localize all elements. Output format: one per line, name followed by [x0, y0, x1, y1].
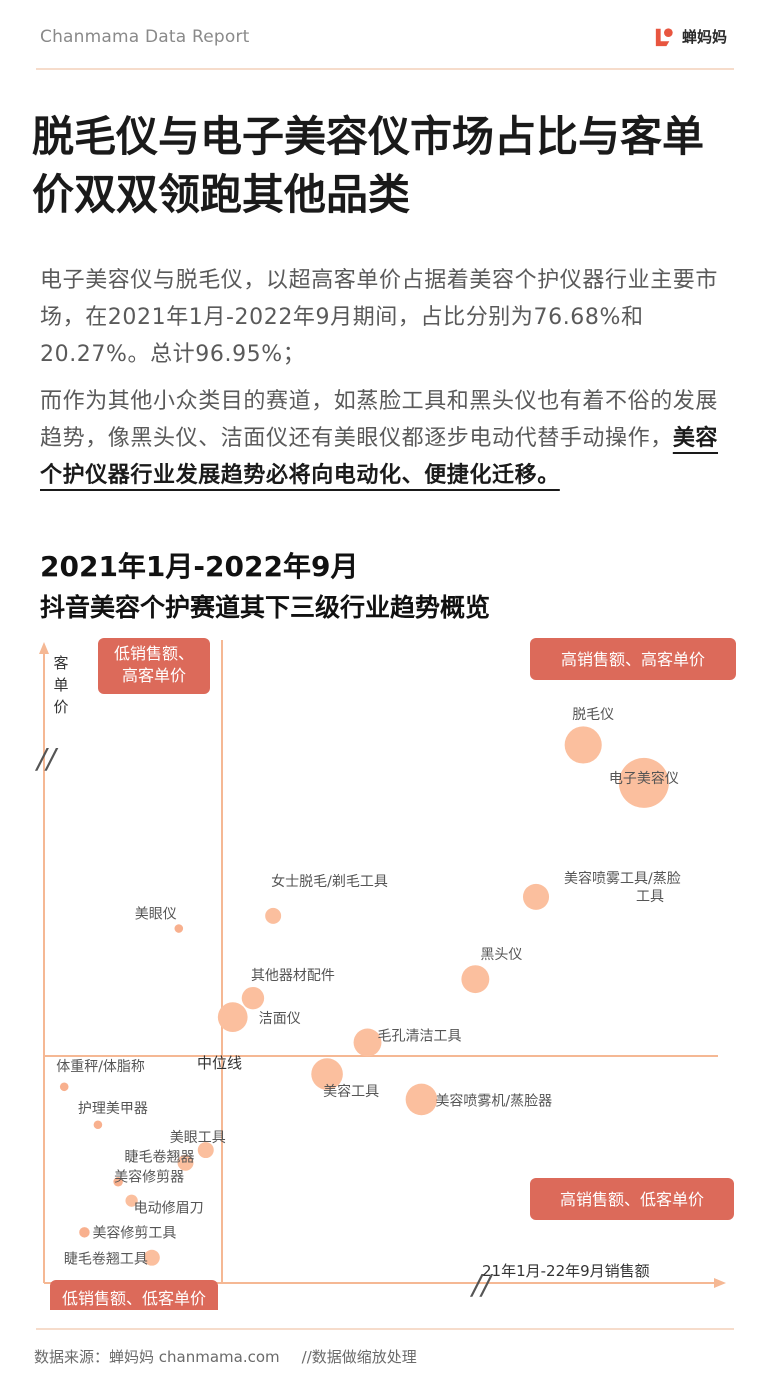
bubble-label-1: 脱毛仪: [572, 707, 614, 723]
bubble-9: [353, 1028, 382, 1057]
paragraph-2-lead: 而作为其他小众类目的赛道，如蒸脸工具和黑头仪也有着不俗的发展趋势，像黑头仪、洁面…: [40, 389, 719, 451]
footer-note: //数据做缩放处理: [301, 1348, 417, 1366]
body-text: 电子美容仪与脱毛仪，以超高客单价占据着美容个护仪器行业主要市场，在2021年1月…: [40, 262, 730, 504]
paragraph-2: 而作为其他小众类目的赛道，如蒸脸工具和黑头仪也有着不俗的发展趋势，像黑头仪、洁面…: [40, 383, 730, 494]
bubble-7: [241, 986, 265, 1010]
quadrant-label-bottom-left-box: [50, 1280, 218, 1310]
x-axis-label: 21年1月-22年9月销售额: [482, 1262, 650, 1280]
quadrant-label-bottom-right-box: [530, 1178, 734, 1220]
bubble-label-11: 美容喷雾机/蒸脸器: [435, 1092, 552, 1109]
page-title: 脱毛仪与电子美容仪市场占比与客单价双双领跑其他品类: [32, 112, 705, 219]
bubble-label-15: 睫毛卷翘器: [125, 1150, 195, 1166]
x-axis-break-mark: //: [469, 1268, 493, 1301]
bubble-3: [522, 883, 550, 910]
report-brand: Chanmama Data Report: [40, 27, 250, 47]
bubble-10: [311, 1058, 343, 1090]
x-axis-arrow: [714, 1278, 726, 1288]
paragraph-1: 电子美容仪与脱毛仪，以超高客单价占据着美容个护仪器行业主要市场，在2021年1月…: [40, 268, 719, 367]
bubble-11: [405, 1083, 438, 1116]
bubble-5: [174, 924, 184, 933]
bubble-label-16: 美容修剪器: [114, 1169, 184, 1186]
quadrant-label-top-right-box: [530, 638, 736, 680]
bubble-label-3: 美容喷雾工具/蒸脸工具: [564, 870, 681, 905]
bubble-label-14: 美眼工具: [170, 1130, 226, 1146]
bubble-17: [125, 1194, 138, 1207]
bubble-label-4: 女士脱毛/剃毛工具: [271, 873, 388, 890]
y-axis-break-mark: //: [34, 742, 58, 775]
bubble-label-8: 洁面仪: [259, 1011, 301, 1027]
quadrant-label-bottom-right: 高销售额、低客单价: [560, 1190, 704, 1209]
chanmama-logo: 蝉妈妈: [652, 24, 727, 49]
bubble-14: [197, 1142, 214, 1159]
bubble-6: [461, 965, 490, 994]
bubble-label-19: 睫毛卷翘工具: [64, 1252, 148, 1268]
quadrant-bubble-chart: 客单价21年1月-22年9月销售额////中位线低销售额、高客单价高销售额、高客…: [34, 638, 736, 1310]
bubble-label-6: 黑头仪: [480, 947, 522, 963]
quadrant-label-top-left: 低销售额、高客单价: [114, 644, 194, 685]
bubble-8: [217, 1002, 248, 1033]
paragraph-2-emphasis: 美容个护仪器行业发展趋势必将向电动化、便捷化迁移。: [40, 426, 719, 488]
y-axis-arrow: [39, 642, 49, 654]
bubble-label-18: 美容修剪工具: [92, 1224, 176, 1241]
bubble-label-10: 美容工具: [323, 1083, 379, 1100]
bubble-18: [79, 1227, 90, 1238]
bubble-19: [143, 1249, 160, 1266]
chart-title: 2021年1月-2022年9月: [40, 550, 359, 583]
bubble-label-13: 护理美甲器: [78, 1101, 148, 1117]
bubble-label-17: 电动修眉刀: [134, 1201, 204, 1217]
bubble-2: [618, 757, 669, 808]
bubble-label-12: 体重秤/体脂称: [56, 1059, 145, 1075]
bubble-16: [113, 1176, 123, 1187]
y-axis-label: 客单价: [53, 654, 68, 716]
chanmama-logo-icon: [655, 28, 673, 47]
bubble-12: [59, 1082, 69, 1092]
bubble-label-9: 毛孔清洁工具: [378, 1028, 462, 1044]
chart-subtitle: 抖音美容个护赛道其下三级行业趋势概览: [40, 593, 491, 622]
bubble-1: [564, 726, 602, 764]
bubble-label-5: 美眼仪: [135, 907, 177, 923]
quadrant-label-bottom-left: 低销售额、低客单价: [62, 1289, 206, 1308]
bubble-13: [93, 1120, 103, 1130]
footer: 数据来源：蝉妈妈 chanmama.com //数据做缩放处理: [34, 1346, 417, 1367]
quadrant-label-top-left-box: [98, 638, 210, 694]
top-divider: [36, 68, 734, 70]
bubble-15: [177, 1154, 194, 1171]
quadrant-label-top-right: 高销售额、高客单价: [561, 650, 705, 669]
bubble-label-2: 电子美容仪: [609, 770, 679, 787]
logo-text: 蝉妈妈: [682, 28, 728, 46]
data-source: 数据来源：蝉妈妈 chanmama.com: [34, 1348, 280, 1366]
median-line-label: 中位线: [197, 1054, 242, 1072]
bottom-divider: [36, 1328, 734, 1330]
bubble-label-7: 其他器材配件: [251, 968, 335, 984]
bubble-4: [265, 907, 282, 924]
